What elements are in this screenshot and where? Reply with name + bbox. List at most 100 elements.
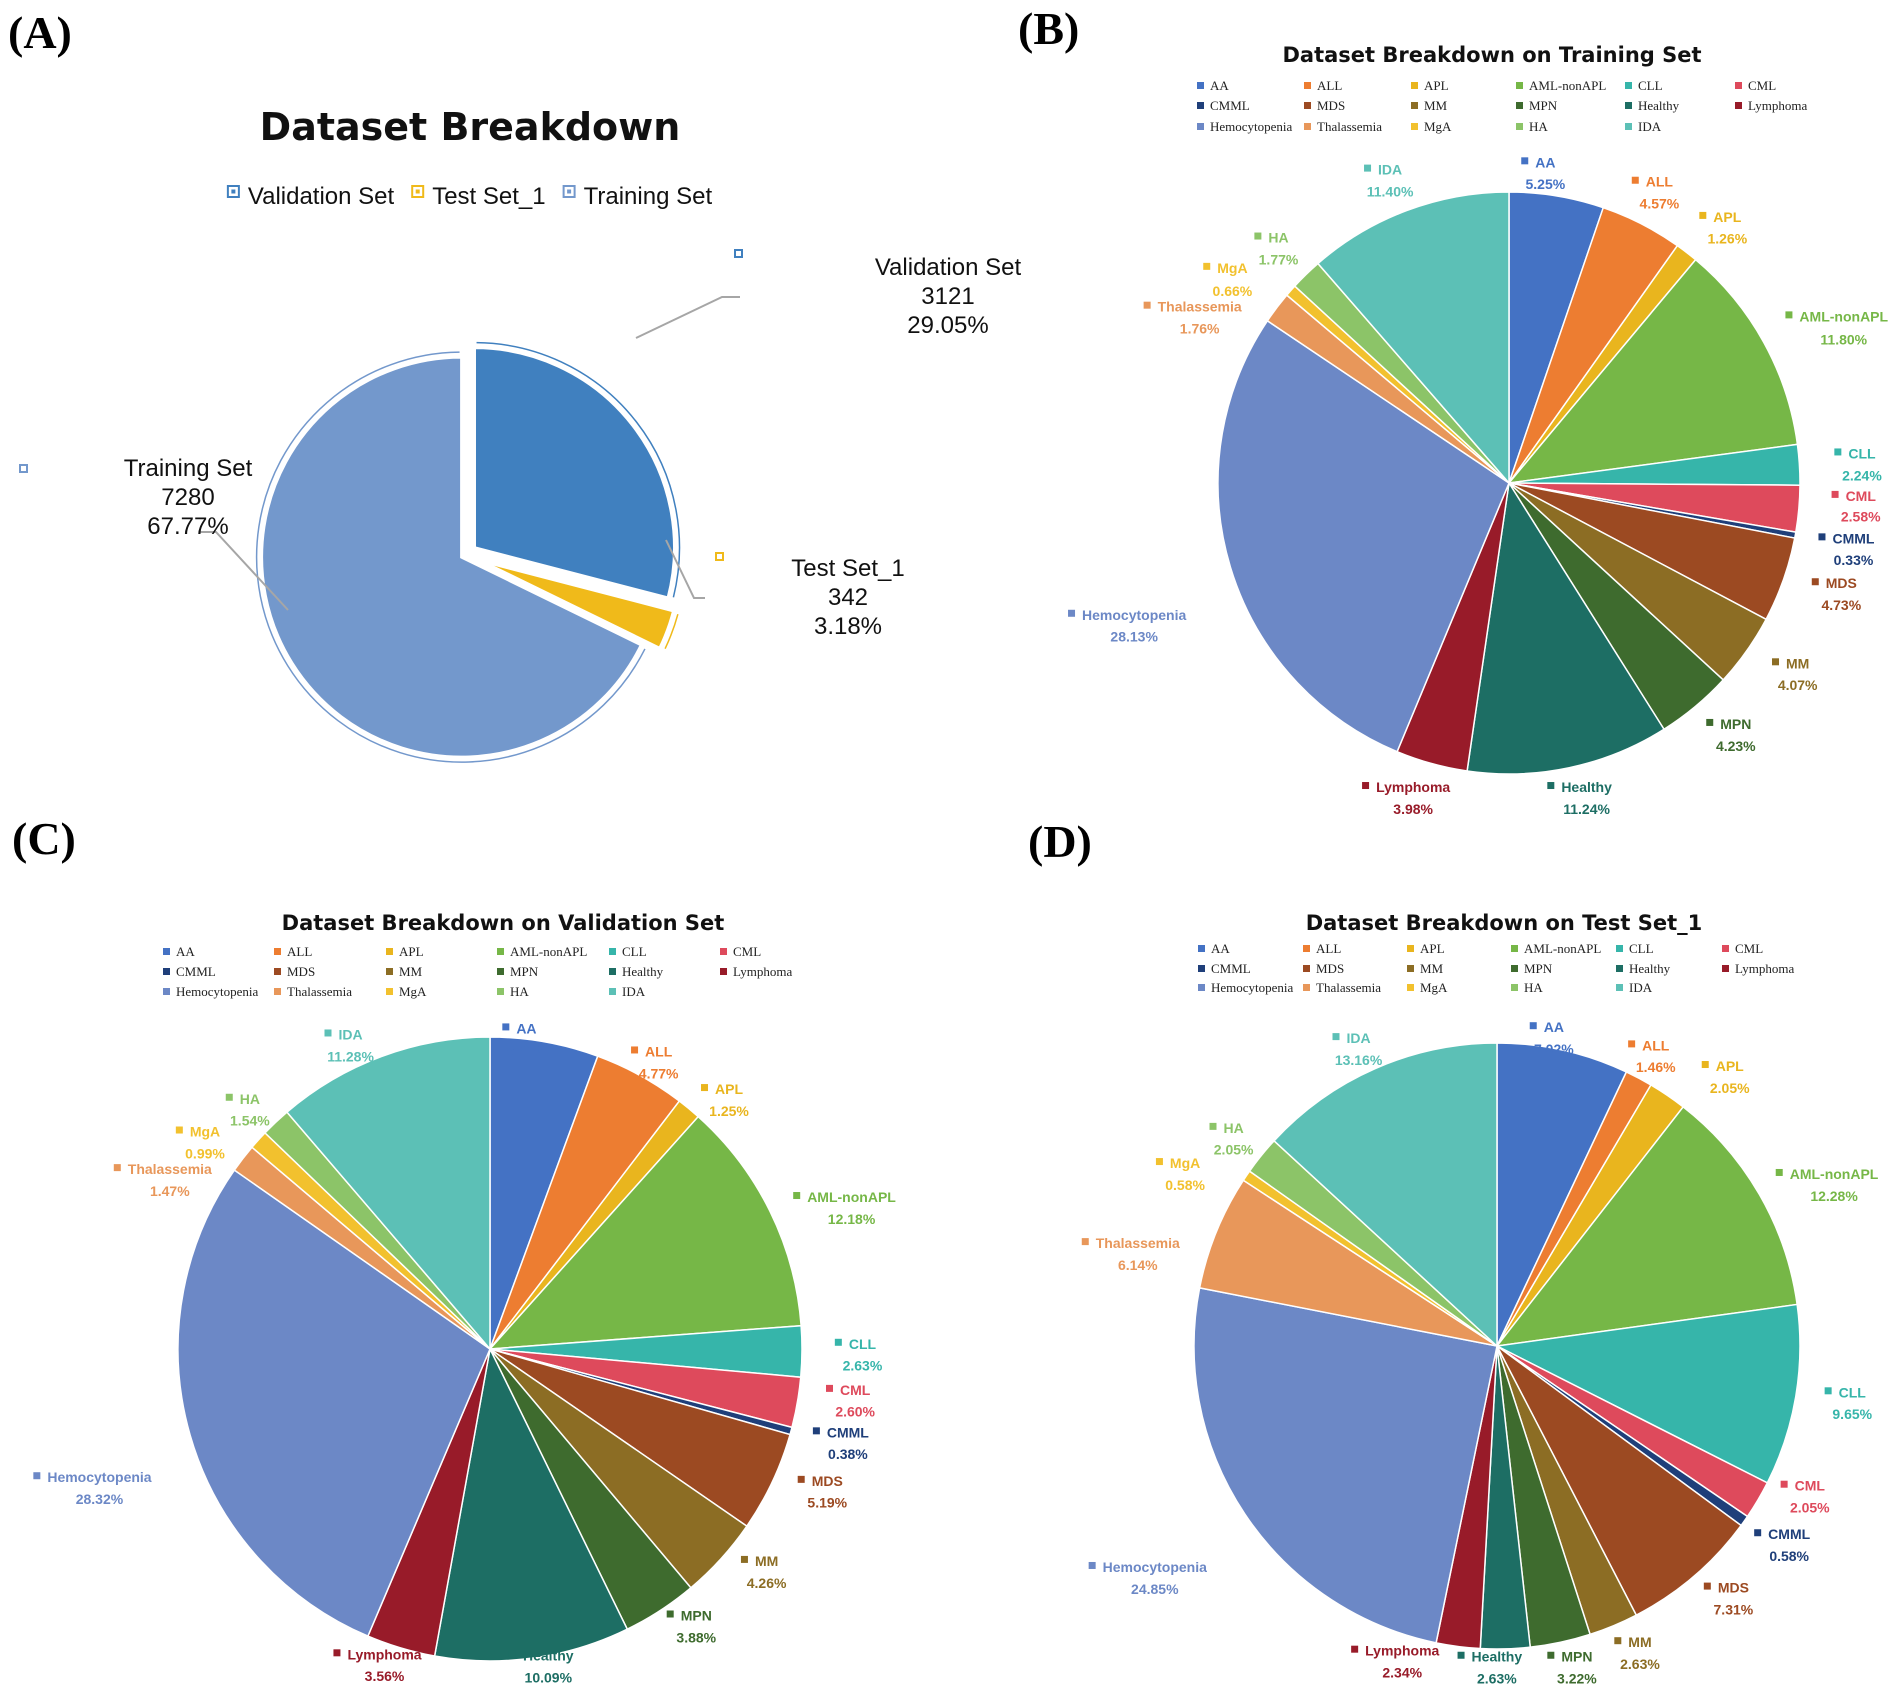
label-marker: [508, 1650, 516, 1658]
legend-item-aa: AA: [1197, 78, 1229, 93]
label-count: 342: [828, 584, 868, 611]
label-marker: [1775, 1168, 1783, 1176]
legend-marker: [386, 948, 393, 955]
legend-marker: [609, 968, 616, 975]
label-name: MM: [1786, 655, 1809, 671]
legend-marker: [1722, 965, 1729, 972]
label-marker: [740, 1555, 748, 1563]
label-percent: 5.25%: [1526, 176, 1566, 192]
label-marker: [631, 1046, 639, 1054]
legend-label: CMML: [1211, 961, 1251, 976]
label-percent: 5.19%: [807, 1495, 847, 1511]
legend-marker: [1735, 102, 1742, 109]
legend-item-healthy: Healthy: [1616, 961, 1671, 976]
label-marker: [1772, 658, 1780, 666]
label-percent: 24.85%: [1131, 1581, 1179, 1597]
data-label-all: ALL 4.57%: [1631, 174, 1680, 212]
legend-item-cmml: CMML: [163, 964, 216, 979]
pie: [1217, 191, 1801, 775]
label-name: MM: [1628, 1634, 1651, 1650]
label-name: Thalassemia: [1096, 1235, 1180, 1251]
pie-slice-hemocytopenia: [1217, 319, 1510, 753]
data-label-aa: AA 5.25%: [1521, 154, 1566, 192]
label-name: Healthy: [523, 1648, 574, 1664]
pie-slice-ida: [1272, 1042, 1498, 1348]
data-label-ha: HA 1.77%: [1254, 230, 1299, 267]
label-name: HA: [240, 1091, 260, 1107]
label-marker: [1754, 1529, 1762, 1537]
legend-marker: [1516, 82, 1523, 89]
label-marker: [33, 1472, 41, 1480]
label-name: CML: [840, 1382, 871, 1398]
data-label-aa: AA 7.02%: [1529, 1019, 1574, 1057]
legend-marker: [1511, 945, 1518, 952]
pie-slice-training-set: [260, 355, 644, 759]
legend-label: MM: [1420, 961, 1444, 976]
legend-item-lymphoma: Lymphoma: [1735, 98, 1807, 113]
legend-item-cll: CLL: [1625, 78, 1663, 93]
label-marker: [1254, 232, 1262, 240]
data-label-cmml: CMML 0.58%: [1754, 1526, 1811, 1564]
label-percent: 6.14%: [1118, 1257, 1158, 1273]
legend-label: Thalassemia: [287, 984, 352, 999]
legend-label: AML-nonAPL: [1529, 78, 1606, 93]
legend-label: MDS: [1316, 961, 1344, 976]
label-marker: [1699, 211, 1707, 219]
label-percent: 3.88%: [676, 1629, 716, 1645]
label-name: APL: [1716, 1058, 1744, 1074]
label-name: CLL: [1839, 1384, 1867, 1400]
label-percent: 3.56%: [365, 1668, 405, 1684]
legend-marker: [1303, 945, 1310, 952]
legend-item-mga: MgA: [386, 984, 427, 999]
legend-marker: [386, 968, 393, 975]
legend-item-mm: MM: [386, 964, 423, 979]
label-percent: 11.40%: [1367, 183, 1414, 199]
chart-dataset-breakdown: Dataset Breakdown Validation Set Test Set_…: [19, 105, 1022, 763]
panel-letter-c: (C): [12, 813, 76, 864]
pie-slice-validation-set: [472, 346, 676, 600]
label-name: Test Set_1: [791, 555, 904, 582]
legend-item-all: ALL: [274, 944, 312, 959]
legend-marker: [720, 968, 727, 975]
legend-item-mga: MgA: [1407, 980, 1448, 995]
legend-label: CML: [1735, 941, 1763, 956]
label-name: ALL: [1642, 1037, 1670, 1053]
data-labels: AA 7.02% ALL 1.46% APL 2.05% AML-nonAPL 12.28% C…: [1081, 1019, 1879, 1687]
label-percent: 11.24%: [1563, 801, 1610, 817]
legend-item-training-set: Training Set: [562, 183, 712, 210]
label-marker: [324, 1029, 332, 1037]
legend-label: IDA: [1629, 980, 1653, 995]
label-percent: 1.46%: [1636, 1059, 1676, 1075]
pie-slice-test-set-1: [479, 559, 676, 651]
leader-line: [200, 531, 289, 611]
label-percent: 0.99%: [185, 1145, 225, 1161]
label-percent: 1.26%: [1707, 231, 1747, 247]
legend-item-all: ALL: [1303, 941, 1341, 956]
data-label-ida: IDA 13.16%: [1332, 1030, 1383, 1068]
legend-label: Thalassemia: [1317, 119, 1382, 134]
label-name: IDA: [338, 1026, 362, 1042]
legend-marker: [720, 948, 727, 955]
legend-item-mds: MDS: [1304, 98, 1345, 113]
label-marker: [1834, 448, 1842, 456]
legend-marker: [1407, 945, 1414, 952]
label-marker: [797, 1475, 805, 1483]
data-label-cll: CLL 9.65%: [1824, 1384, 1873, 1422]
legend-label: Thalassemia: [1316, 980, 1381, 995]
data-label-mds: MDS 5.19%: [797, 1473, 848, 1511]
legend-marker: [1197, 82, 1204, 89]
label-name: CMML: [1832, 530, 1874, 546]
pie-slice-healthy: [433, 1346, 629, 1662]
label-name: Thalassemia: [128, 1161, 212, 1177]
legend-item-thalassemia: Thalassemia: [1303, 980, 1381, 995]
data-label-hemocytopenia: Hemocytopenia 28.32%: [33, 1469, 152, 1507]
data-label-mpn: MPN 3.22%: [1547, 1649, 1597, 1687]
label-name: MPN: [681, 1608, 712, 1624]
legend-label: Healthy: [1638, 98, 1680, 113]
pie-slice-cll: [1494, 1303, 1801, 1484]
label-name: Validation Set: [875, 254, 1022, 281]
label-name: IDA: [1378, 162, 1402, 178]
label-marker: [1068, 609, 1076, 617]
data-label-ha: HA 1.54%: [225, 1091, 270, 1129]
